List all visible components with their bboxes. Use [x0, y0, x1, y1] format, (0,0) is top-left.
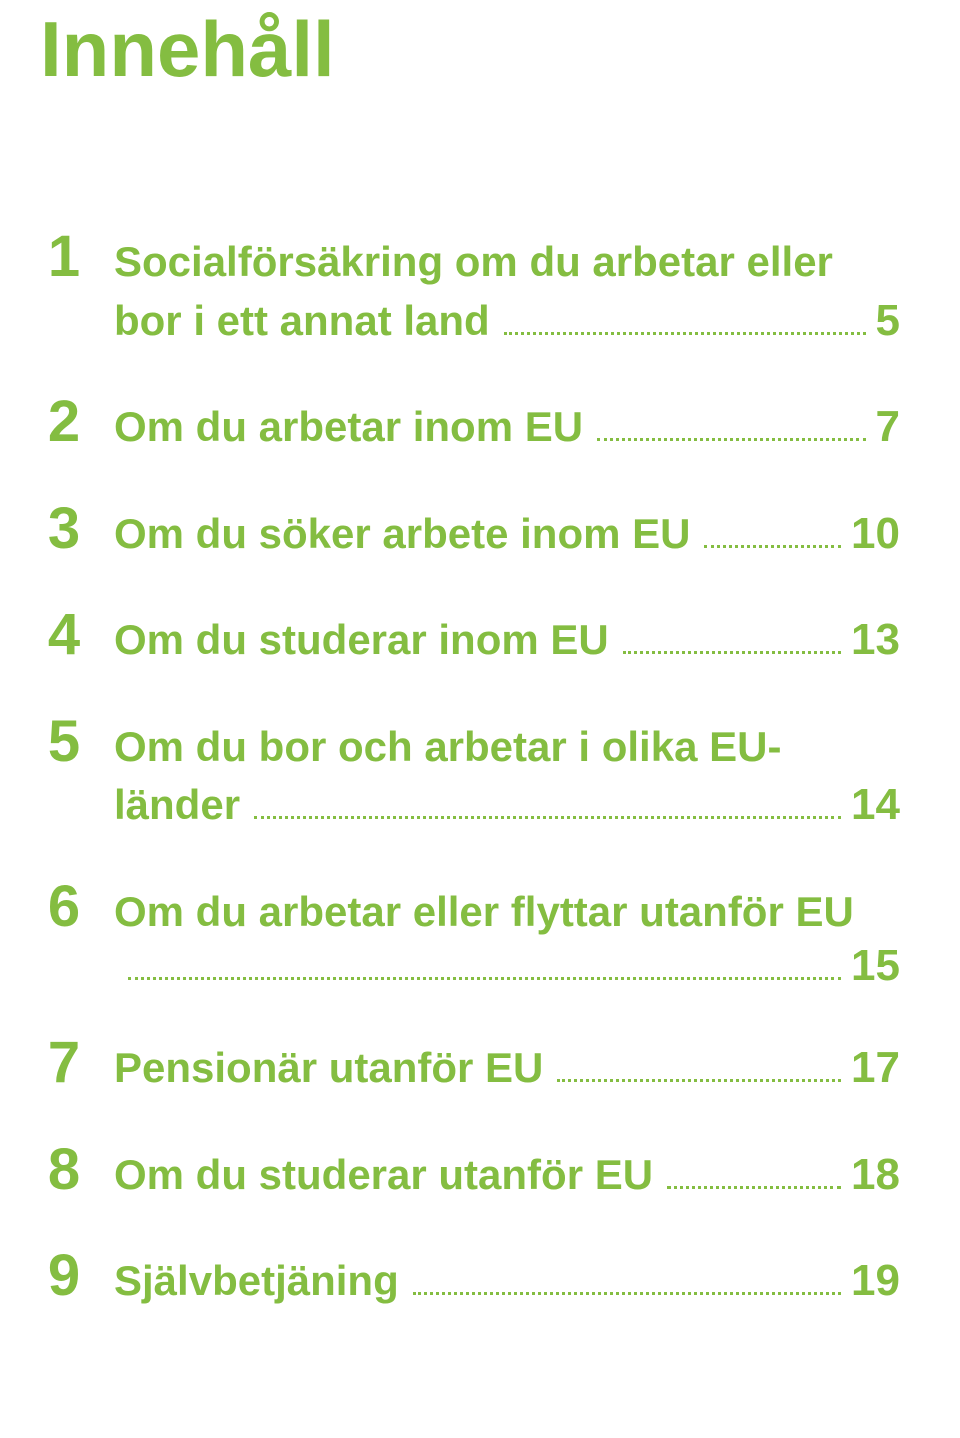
toc-page-number: 10 — [851, 512, 900, 556]
toc-page-number: 13 — [851, 618, 900, 662]
toc-number: 2 — [40, 393, 88, 451]
toc-leader-dots — [557, 1079, 841, 1082]
toc-entry-text: länder — [114, 779, 240, 832]
toc-row: 6 Om du arbetar eller flyttar utanför EU 1… — [40, 878, 900, 989]
toc-page-number: 18 — [851, 1153, 900, 1197]
toc-number: 6 — [40, 878, 88, 936]
toc-line: Om du bor och arbetar i olika EU- — [114, 721, 900, 774]
toc-line: Om du arbetar eller flyttar utanför EU — [114, 886, 900, 939]
toc-leader-dots — [704, 545, 841, 548]
toc-entry-text: Om du arbetar inom EU — [114, 401, 583, 454]
toc-entry-text: Pensionär utanför EU — [114, 1042, 543, 1095]
toc-entry-text: Om du söker arbete inom EU — [114, 508, 690, 561]
toc-entry-body: Pensionär utanför EU 17 — [114, 1042, 900, 1095]
toc-row: 9 Självbetjäning 19 — [40, 1247, 900, 1308]
toc-leader-dots — [128, 977, 841, 980]
toc-number: 9 — [40, 1247, 88, 1305]
toc-entry-body: Om du arbetar inom EU 7 — [114, 401, 900, 454]
toc-number: 8 — [40, 1141, 88, 1199]
toc-line: Om du arbetar inom EU 7 — [114, 401, 900, 454]
toc-number: 4 — [40, 606, 88, 664]
toc-leader-dots — [254, 816, 841, 819]
toc-page-number: 5 — [876, 299, 900, 343]
toc-row: 1 Socialförsäkring om du arbetar eller bor… — [40, 228, 900, 347]
toc-number: 1 — [40, 228, 88, 286]
toc-line: Självbetjäning 19 — [114, 1255, 900, 1308]
toc-number: 5 — [40, 713, 88, 771]
toc-entry-text: Självbetjäning — [114, 1255, 399, 1308]
toc-page-number: 17 — [851, 1046, 900, 1090]
page-title: Innehåll — [40, 10, 900, 88]
toc-entry-body: Om du studerar inom EU 13 — [114, 614, 900, 667]
toc-entry-text: Socialförsäkring om du arbetar eller — [114, 236, 833, 289]
toc-entry-text: Om du studerar utanför EU — [114, 1149, 653, 1202]
toc-page: Innehåll 1 Socialförsäkring om du arbetar… — [0, 0, 960, 1348]
toc-line: 15 — [114, 944, 900, 988]
toc-list: 1 Socialförsäkring om du arbetar eller bor… — [40, 228, 900, 1308]
toc-page-number: 15 — [851, 944, 900, 988]
toc-line: Pensionär utanför EU 17 — [114, 1042, 900, 1095]
toc-row: 4 Om du studerar inom EU 13 — [40, 606, 900, 667]
toc-entry-text: Om du arbetar eller flyttar utanför EU — [114, 886, 854, 939]
toc-row: 2 Om du arbetar inom EU 7 — [40, 393, 900, 454]
toc-line: Om du studerar utanför EU 18 — [114, 1149, 900, 1202]
toc-leader-dots — [623, 651, 841, 654]
toc-entry-text: bor i ett annat land — [114, 295, 490, 348]
toc-number: 3 — [40, 500, 88, 558]
toc-entry-text: Om du studerar inom EU — [114, 614, 609, 667]
toc-entry-body: Om du söker arbete inom EU 10 — [114, 508, 900, 561]
toc-row: 3 Om du söker arbete inom EU 10 — [40, 500, 900, 561]
toc-page-number: 19 — [851, 1259, 900, 1303]
toc-entry-body: Självbetjäning 19 — [114, 1255, 900, 1308]
toc-line: Socialförsäkring om du arbetar eller — [114, 236, 900, 289]
toc-page-number: 14 — [851, 783, 900, 827]
toc-entry-body: Om du bor och arbetar i olika EU-länder 1… — [114, 721, 900, 832]
toc-number: 7 — [40, 1034, 88, 1092]
toc-entry-body: Socialförsäkring om du arbetar eller bor … — [114, 236, 900, 347]
toc-leader-dots — [597, 438, 865, 441]
toc-row: 5 Om du bor och arbetar i olika EU-länder… — [40, 713, 900, 832]
toc-page-number: 7 — [876, 405, 900, 449]
toc-line: Om du studerar inom EU 13 — [114, 614, 900, 667]
toc-entry-text: Om du bor och arbetar i olika EU- — [114, 721, 781, 774]
toc-line: länder 14 — [114, 779, 900, 832]
toc-leader-dots — [413, 1292, 841, 1295]
toc-leader-dots — [504, 332, 866, 335]
toc-leader-dots — [667, 1186, 841, 1189]
toc-entry-body: Om du arbetar eller flyttar utanför EU 15 — [114, 886, 900, 989]
toc-line: Om du söker arbete inom EU 10 — [114, 508, 900, 561]
toc-row: 7 Pensionär utanför EU 17 — [40, 1034, 900, 1095]
toc-entry-body: Om du studerar utanför EU 18 — [114, 1149, 900, 1202]
toc-line: bor i ett annat land 5 — [114, 295, 900, 348]
toc-row: 8 Om du studerar utanför EU 18 — [40, 1141, 900, 1202]
